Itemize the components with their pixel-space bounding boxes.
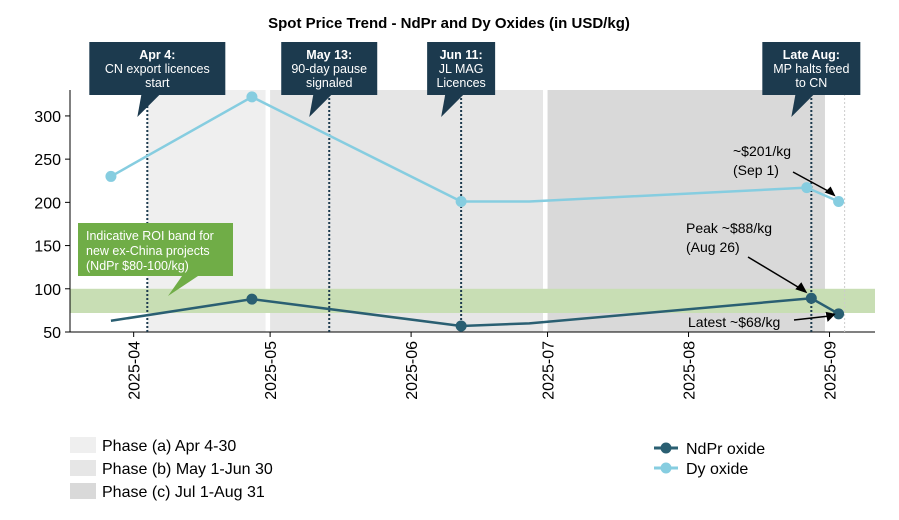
legend-phase-swatch-0 <box>70 437 96 453</box>
x-tick-label: 2025-05 <box>263 341 280 400</box>
event-callout-text: start <box>145 76 170 90</box>
y-tick-label: 200 <box>34 195 61 212</box>
x-tick-label: 2025-08 <box>682 341 699 400</box>
event-callout-text: Jun 11: <box>440 48 483 62</box>
roi-callout-box <box>78 223 233 276</box>
roi-callout-pointer <box>168 276 198 296</box>
dy-latest-label: (Sep 1) <box>733 162 779 178</box>
event-lines <box>146 90 846 332</box>
y-tick-label: 100 <box>34 282 61 299</box>
roi-callout-text: new ex-China projects <box>86 244 210 258</box>
data-point-0-2 <box>455 320 467 332</box>
legend: Phase (a) Apr 4-30 Phase (b) May 1-Jun 30… <box>70 437 765 501</box>
y-tick-label: 250 <box>34 152 61 169</box>
data-point-0-1 <box>246 293 258 305</box>
legend-phase-swatch-2 <box>70 483 96 499</box>
legend-series-label-0: NdPr oxide <box>686 441 765 458</box>
series-line-dy-oxide <box>110 95 840 203</box>
event-callout-pointer <box>137 95 160 117</box>
event-callout-box <box>427 42 496 95</box>
event-callout-pointer <box>791 95 814 117</box>
legend-series-label-1: Dy oxide <box>686 461 748 478</box>
ndpr-latest-label: Latest ~$68/kg <box>688 314 780 330</box>
x-tick-label: 2025-09 <box>823 341 840 400</box>
ndpr-latest-arrowhead <box>825 311 836 322</box>
event-callout-text: Late Aug: <box>783 48 840 62</box>
data-point-1-2 <box>455 195 467 207</box>
series-lines <box>105 91 845 332</box>
event-callout-text: May 13: <box>306 48 352 62</box>
data-point-1-4 <box>801 182 813 194</box>
ndpr-peak-arrow <box>747 256 804 291</box>
x-tick-label: 2025-06 <box>404 341 421 400</box>
ndpr-peak-label: (Aug 26) <box>686 239 740 255</box>
y-tick-label: 300 <box>34 109 61 126</box>
event-callout-text: CN export licences <box>105 62 210 76</box>
dy-latest-label: ~$201/kg <box>733 143 791 159</box>
roi-callout-text: Indicative ROI band for <box>86 229 214 243</box>
ndpr-latest-arrow <box>793 315 831 321</box>
legend-series-marker-1 <box>660 462 672 474</box>
legend-series-marker-0 <box>660 442 672 454</box>
y-tick-label: 150 <box>34 239 61 256</box>
chart-title: Spot Price Trend - NdPr and Dy Oxides (i… <box>268 15 630 32</box>
data-point-0-4 <box>805 292 817 304</box>
dy-latest-arrowhead <box>824 186 836 197</box>
data-point-1-1 <box>246 91 258 103</box>
ndpr-peak-arrowhead <box>795 282 808 294</box>
event-callout-pointer <box>441 95 464 117</box>
event-callout-box <box>281 42 378 95</box>
legend-phase-label-0: Phase (a) Apr 4-30 <box>102 438 236 455</box>
axes: 50 100 150 200 250 300 2025-04 2025-05 2025-06 20… <box>34 90 875 400</box>
event-callout-text: Licences <box>436 76 485 90</box>
data-point-1-0 <box>105 170 117 182</box>
roi-band <box>70 288 875 313</box>
event-callout-text: JL MAG <box>439 62 484 76</box>
event-callout-text: MP halts feed <box>773 62 849 76</box>
data-point-0-5 <box>833 308 845 320</box>
y-tick-label: 50 <box>43 325 61 342</box>
event-callout-pointer <box>309 95 332 117</box>
event-callout-text: Apr 4: <box>139 48 175 62</box>
roi-band-rect <box>70 288 875 313</box>
event-callout-text: 90-day pause <box>291 62 367 76</box>
legend-phase-label-2: Phase (c) Jul 1-Aug 31 <box>102 484 265 501</box>
roi-callout-text: (NdPr $80-100/kg) <box>86 259 189 273</box>
legend-phase-swatch-1 <box>70 460 96 476</box>
data-point-1-5 <box>833 195 845 207</box>
event-callout-text: to CN <box>795 76 827 90</box>
event-callout-text: signaled <box>306 76 353 90</box>
dy-latest-arrow <box>792 171 833 195</box>
x-tick-label: 2025-04 <box>127 341 144 400</box>
event-callout-box <box>89 42 226 95</box>
x-tick-label: 2025-07 <box>541 341 558 400</box>
event-callout-box <box>762 42 861 95</box>
legend-phase-label-1: Phase (b) May 1-Jun 30 <box>102 461 273 478</box>
ndpr-peak-label: Peak ~$88/kg <box>686 220 772 236</box>
